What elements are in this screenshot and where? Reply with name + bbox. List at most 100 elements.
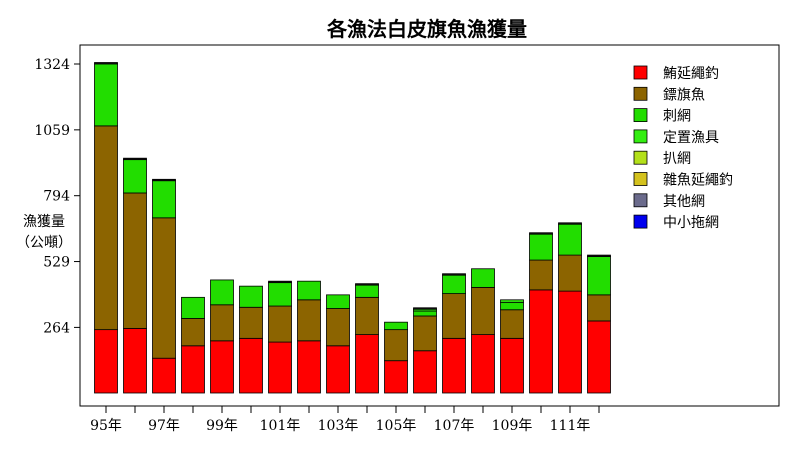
bar-segment bbox=[413, 315, 437, 352]
bar-stack bbox=[471, 268, 495, 394]
legend-item: 刺網 bbox=[633, 108, 691, 125]
bar-stack bbox=[442, 273, 466, 394]
bar-segment bbox=[558, 223, 582, 256]
bar-segment bbox=[355, 334, 379, 394]
legend-swatch bbox=[633, 129, 648, 144]
bar-segment bbox=[413, 310, 437, 317]
bar-segment bbox=[529, 259, 553, 291]
y-tick-label: 1059 bbox=[34, 123, 70, 139]
legend-swatch bbox=[633, 86, 648, 101]
bar-segment bbox=[152, 357, 176, 394]
bar-segment bbox=[94, 62, 118, 65]
bar-segment bbox=[587, 254, 611, 257]
legend-label: 其他網 bbox=[663, 194, 705, 210]
legend-item: 扒網 bbox=[633, 150, 691, 167]
legend-label: 定置漁具 bbox=[663, 130, 719, 146]
x-tick-label: 105年 bbox=[376, 418, 417, 434]
bar-segment bbox=[239, 285, 263, 308]
bar-segment bbox=[123, 192, 147, 329]
legend-item: 鮪延繩釣 bbox=[633, 65, 719, 82]
bar-segment bbox=[355, 284, 379, 298]
bar-stack bbox=[123, 157, 147, 394]
bar-segment bbox=[181, 345, 205, 394]
plot-frame bbox=[79, 44, 780, 407]
legend-item: 鏢旗魚 bbox=[633, 86, 705, 103]
bar-segment bbox=[413, 307, 437, 310]
legend-item: 其他網 bbox=[633, 193, 705, 210]
legend-swatch bbox=[633, 65, 648, 80]
bar-segment bbox=[471, 286, 495, 336]
y-axis: 264 529 794 1059 1324 bbox=[34, 57, 80, 336]
bar-segment bbox=[123, 159, 147, 194]
bar-segment bbox=[268, 341, 292, 394]
legend-label: 扒網 bbox=[663, 151, 691, 167]
bar-segment bbox=[529, 233, 553, 261]
bar-segment bbox=[442, 337, 466, 394]
bar-segment bbox=[268, 305, 292, 343]
x-axis: 95年 97年 99年 101年 103年 105年 107年 109年 111年 bbox=[90, 406, 600, 434]
y-tick-label: 1324 bbox=[34, 57, 70, 73]
bar-segment bbox=[123, 157, 147, 161]
bar-segment bbox=[268, 282, 292, 307]
bar-segment bbox=[297, 299, 321, 342]
bar-stack bbox=[326, 294, 350, 394]
y-axis-label-line-1: 漁獲量 bbox=[23, 214, 65, 230]
bar-segment bbox=[94, 63, 118, 127]
bar-segment bbox=[471, 334, 495, 394]
legend-item: 雜魚延繩釣 bbox=[633, 172, 733, 189]
bar-stack bbox=[529, 232, 553, 394]
bar-segment bbox=[297, 280, 321, 301]
bar-segment bbox=[558, 254, 582, 292]
bar-stack bbox=[558, 222, 582, 394]
bars-group bbox=[94, 62, 611, 394]
x-tick-label: 107年 bbox=[434, 418, 475, 434]
bar-segment bbox=[152, 217, 176, 359]
bar-segment bbox=[471, 268, 495, 288]
x-tick-label: 109年 bbox=[492, 418, 533, 434]
y-tick-label: 529 bbox=[43, 255, 70, 271]
bar-segment bbox=[355, 283, 379, 286]
bar-stack bbox=[210, 279, 234, 394]
bar-segment bbox=[529, 232, 553, 235]
y-axis-label: 漁獲量 （公噸） bbox=[16, 214, 72, 251]
bar-stack bbox=[152, 178, 176, 394]
bar-segment bbox=[181, 318, 205, 347]
bar-segment bbox=[239, 306, 263, 339]
bar-segment bbox=[587, 255, 611, 296]
legend-label: 鮪延繩釣 bbox=[663, 66, 719, 82]
bar-stack bbox=[587, 254, 611, 394]
bar-segment bbox=[500, 301, 524, 311]
bar-segment bbox=[210, 304, 234, 342]
x-tick-label: 97年 bbox=[148, 418, 180, 434]
bar-segment bbox=[442, 274, 466, 295]
bar-segment bbox=[326, 345, 350, 394]
legend-swatch bbox=[633, 108, 648, 122]
bar-segment bbox=[587, 294, 611, 322]
legend-swatch bbox=[633, 172, 648, 186]
bar-segment bbox=[210, 279, 234, 306]
bar-segment bbox=[239, 337, 263, 394]
bar-stack bbox=[268, 280, 292, 394]
y-tick-label: 264 bbox=[43, 320, 70, 336]
bar-segment bbox=[94, 125, 118, 331]
legend-item: 中小拖網 bbox=[633, 214, 719, 231]
bar-segment bbox=[500, 337, 524, 394]
bar-stack bbox=[500, 299, 524, 394]
bar-stack bbox=[239, 285, 263, 394]
x-tick-label: 95年 bbox=[90, 418, 122, 434]
bar-segment bbox=[94, 329, 118, 394]
bar-segment bbox=[558, 222, 582, 225]
legend-label: 雜魚延繩釣 bbox=[663, 173, 733, 189]
bar-segment bbox=[442, 273, 466, 276]
bar-segment bbox=[500, 309, 524, 339]
bar-segment bbox=[181, 296, 205, 319]
legend-swatch bbox=[633, 193, 648, 208]
bar-segment bbox=[123, 327, 147, 394]
legend-swatch bbox=[633, 150, 648, 165]
y-tick-label: 794 bbox=[43, 189, 70, 205]
bar-segment bbox=[297, 340, 321, 394]
legend-item: 定置漁具 bbox=[633, 129, 719, 146]
bar-segment bbox=[587, 320, 611, 394]
bar-segment bbox=[268, 280, 292, 284]
legend-label: 鏢旗魚 bbox=[663, 87, 705, 103]
